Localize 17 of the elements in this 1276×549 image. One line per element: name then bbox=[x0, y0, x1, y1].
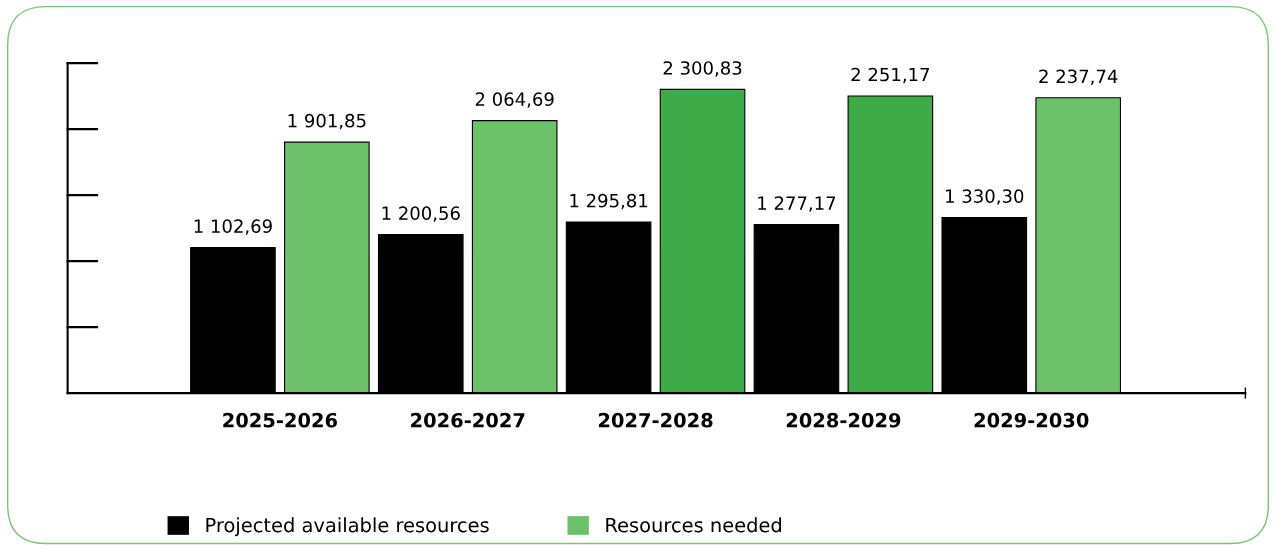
data-label: 1 277,17 bbox=[758, 196, 836, 212]
x-tick-label: 2027-2028 bbox=[598, 412, 713, 428]
data-label: 2 251,17 bbox=[851, 67, 930, 84]
x-tick-label: 2028-2029 bbox=[786, 412, 901, 428]
data-label: 1 102,69 bbox=[194, 219, 272, 235]
data-label: 1 295,81 bbox=[570, 193, 648, 210]
data-label: 1 330,30 bbox=[946, 189, 1024, 205]
data-label: 2 300,83 bbox=[663, 61, 742, 77]
legend-label: Resources needed bbox=[606, 517, 782, 533]
data-label: 2 237,74 bbox=[1039, 69, 1118, 85]
data-label: 1 901,85 bbox=[288, 113, 366, 130]
data-label: 1 200,56 bbox=[382, 206, 460, 222]
data-label: 2 064,69 bbox=[475, 92, 554, 108]
x-tick-label: 2026-2027 bbox=[411, 412, 525, 428]
legend-label: Projected available resources bbox=[206, 517, 489, 537]
x-tick-label: 2025-2026 bbox=[223, 412, 337, 428]
x-tick-label: 2029-2030 bbox=[974, 412, 1089, 428]
